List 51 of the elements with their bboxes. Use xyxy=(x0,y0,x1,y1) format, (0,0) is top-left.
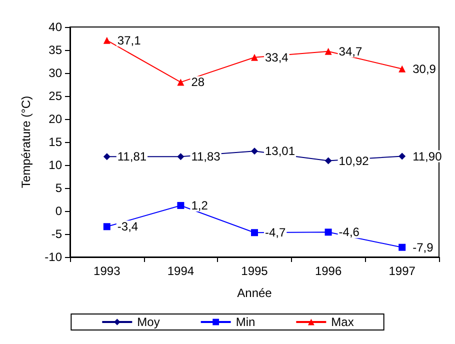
x-axis-title: Année xyxy=(237,286,272,300)
data-label: 11,90 xyxy=(412,149,442,164)
data-label: 34,7 xyxy=(338,44,362,58)
data-label: -3,4 xyxy=(117,220,138,234)
point xyxy=(324,48,332,55)
data-label: 11,83 xyxy=(191,150,221,164)
legend-label: Min xyxy=(236,315,256,329)
legend-label: Moy xyxy=(137,315,160,329)
y-tick-label: 5 xyxy=(55,181,62,195)
y-tick-label: 20 xyxy=(48,112,62,126)
point xyxy=(251,148,258,155)
y-tick-label: 15 xyxy=(48,135,62,149)
data-label: 28 xyxy=(191,75,205,90)
y-tick-label: -10 xyxy=(44,250,62,264)
data-label: 30,9 xyxy=(412,62,436,76)
y-tick-label: -5 xyxy=(51,227,62,241)
data-label: -7,9 xyxy=(412,240,434,254)
x-tick-label: 1995 xyxy=(241,264,268,278)
data-label: 10,92 xyxy=(338,154,370,168)
y-axis-title: Température (°C) xyxy=(19,96,33,188)
data-label: 1,2 xyxy=(191,198,208,212)
data-label: 13,01 xyxy=(265,144,296,158)
y-tick-label: 0 xyxy=(55,204,62,218)
point xyxy=(177,202,184,209)
y-tick-label: 35 xyxy=(48,43,62,57)
data-label: 11,81 xyxy=(117,150,147,164)
point xyxy=(398,244,406,251)
y-tick-label: 25 xyxy=(48,89,62,103)
point xyxy=(251,54,258,61)
y-tick-label: 10 xyxy=(48,158,62,172)
point xyxy=(324,157,332,164)
x-tick-label: 1993 xyxy=(94,264,121,278)
point xyxy=(251,229,258,236)
point xyxy=(103,153,110,160)
point xyxy=(103,36,110,44)
data-label: 37,1 xyxy=(117,33,142,48)
x-tick-label: 1996 xyxy=(314,264,342,278)
data-label: -4,6 xyxy=(338,225,360,240)
legend-label: Max xyxy=(331,315,354,329)
x-tick-label: 1994 xyxy=(167,264,194,278)
data-label: 33,4 xyxy=(265,50,289,64)
point xyxy=(398,152,406,160)
point xyxy=(177,78,184,86)
point xyxy=(324,228,332,236)
x-tick-label: 1997 xyxy=(388,264,416,278)
y-tick-label: 30 xyxy=(48,66,62,80)
point xyxy=(177,153,184,160)
point xyxy=(103,223,110,230)
point xyxy=(398,65,406,72)
data-label: -4,7 xyxy=(265,226,286,240)
y-tick-label: 40 xyxy=(48,20,62,34)
